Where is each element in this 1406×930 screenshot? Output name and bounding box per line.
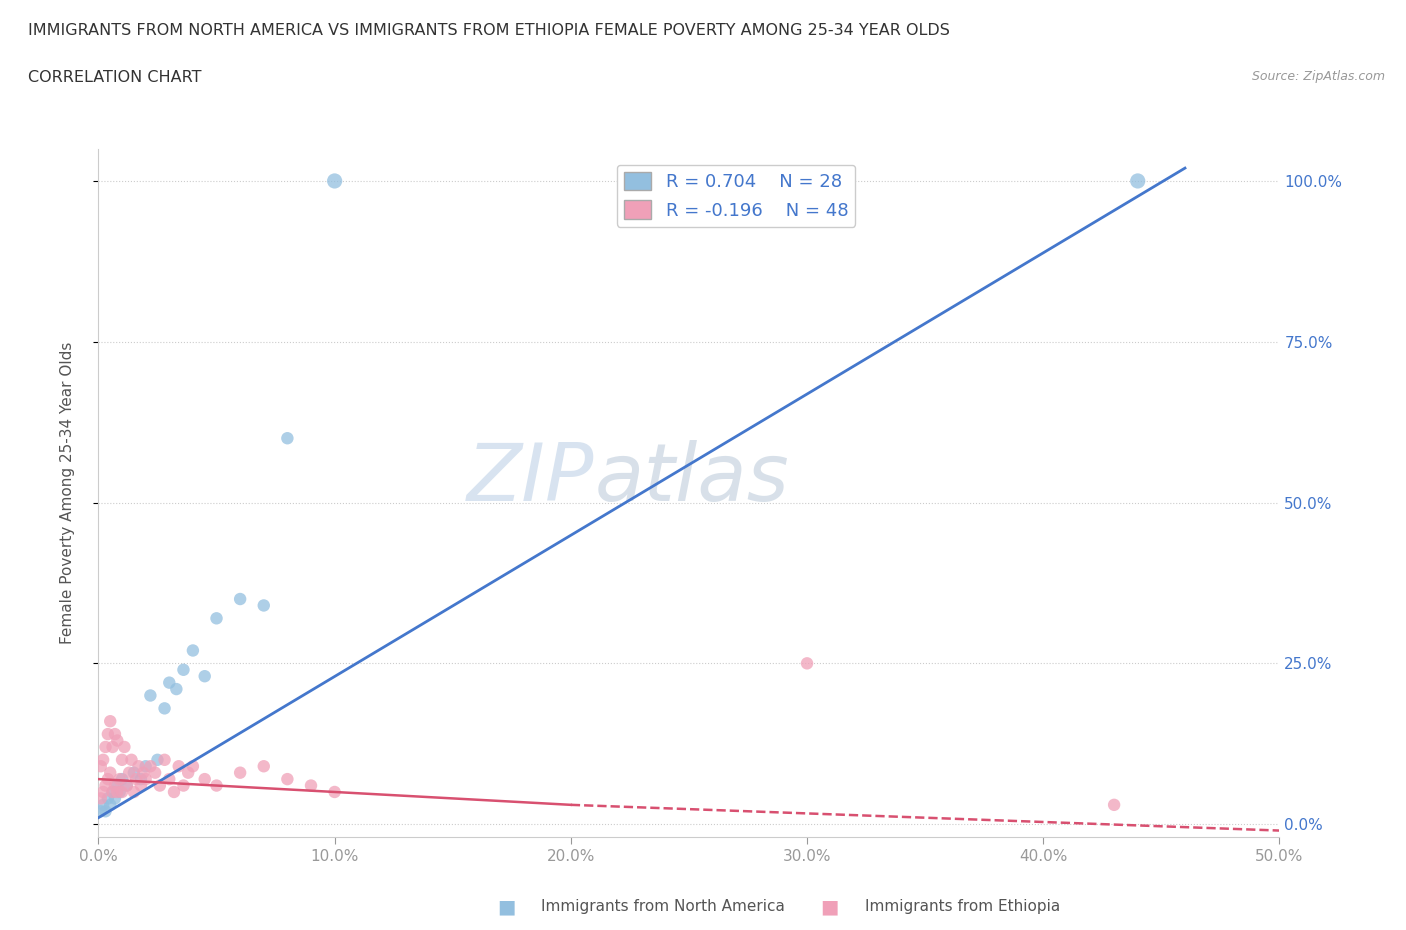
Point bbox=[181, 643, 204, 658]
Point bbox=[194, 669, 217, 684]
Point bbox=[108, 772, 131, 787]
Point bbox=[118, 765, 141, 780]
Point bbox=[115, 778, 138, 793]
Point bbox=[101, 785, 124, 800]
Point bbox=[165, 682, 187, 697]
Legend: R = 0.704    N = 28, R = -0.196    N = 48: R = 0.704 N = 28, R = -0.196 N = 48 bbox=[617, 165, 855, 227]
Y-axis label: Female Poverty Among 25-34 Year Olds: Female Poverty Among 25-34 Year Olds bbox=[60, 341, 75, 644]
Text: ■: ■ bbox=[820, 897, 839, 916]
Text: CORRELATION CHART: CORRELATION CHART bbox=[28, 70, 201, 85]
Point bbox=[94, 778, 117, 793]
Point bbox=[122, 785, 145, 800]
Point bbox=[299, 778, 322, 793]
Point bbox=[108, 785, 131, 800]
Point bbox=[122, 765, 145, 780]
Point bbox=[146, 752, 169, 767]
Point bbox=[128, 759, 150, 774]
Point bbox=[276, 431, 298, 445]
Point bbox=[121, 752, 143, 767]
Point bbox=[97, 772, 120, 787]
Point bbox=[111, 752, 134, 767]
Point bbox=[125, 772, 148, 787]
Point bbox=[111, 785, 134, 800]
Point bbox=[101, 739, 124, 754]
Point bbox=[229, 765, 252, 780]
Point bbox=[157, 772, 180, 787]
Point bbox=[98, 797, 121, 812]
Point bbox=[1102, 797, 1125, 812]
Point bbox=[98, 714, 121, 729]
Point bbox=[129, 778, 152, 793]
Point bbox=[111, 772, 134, 787]
Point bbox=[323, 174, 346, 189]
Point bbox=[104, 791, 127, 806]
Text: Immigrants from North America: Immigrants from North America bbox=[541, 899, 785, 914]
Point bbox=[149, 778, 172, 793]
Point bbox=[163, 785, 186, 800]
Point bbox=[112, 739, 135, 754]
Point bbox=[98, 765, 121, 780]
Point bbox=[91, 752, 114, 767]
Text: Source: ZipAtlas.com: Source: ZipAtlas.com bbox=[1251, 70, 1385, 83]
Point bbox=[229, 591, 252, 606]
Point bbox=[153, 752, 176, 767]
Text: Immigrants from Ethiopia: Immigrants from Ethiopia bbox=[865, 899, 1060, 914]
Point bbox=[194, 772, 217, 787]
Point bbox=[91, 797, 114, 812]
Point bbox=[105, 778, 128, 793]
Point bbox=[104, 726, 127, 741]
Point bbox=[253, 759, 276, 774]
Point bbox=[139, 759, 162, 774]
Point bbox=[105, 733, 128, 748]
Point bbox=[276, 772, 298, 787]
Point bbox=[115, 778, 138, 793]
Point bbox=[105, 785, 128, 800]
Point bbox=[97, 726, 120, 741]
Text: IMMIGRANTS FROM NORTH AMERICA VS IMMIGRANTS FROM ETHIOPIA FEMALE POVERTY AMONG 2: IMMIGRANTS FROM NORTH AMERICA VS IMMIGRA… bbox=[28, 23, 950, 38]
Point bbox=[129, 772, 152, 787]
Point bbox=[91, 785, 114, 800]
Point bbox=[157, 675, 180, 690]
Point bbox=[167, 759, 190, 774]
Point bbox=[143, 765, 166, 780]
Point bbox=[101, 785, 124, 800]
Point bbox=[97, 791, 120, 806]
Point bbox=[323, 785, 346, 800]
Point bbox=[153, 701, 176, 716]
Text: atlas: atlas bbox=[595, 440, 789, 518]
Point bbox=[132, 765, 155, 780]
Point bbox=[253, 598, 276, 613]
Point bbox=[90, 791, 112, 806]
Text: ZIP: ZIP bbox=[467, 440, 595, 518]
Point bbox=[172, 778, 194, 793]
Point bbox=[94, 804, 117, 818]
Point bbox=[139, 688, 162, 703]
Point bbox=[1126, 174, 1149, 189]
Point bbox=[135, 772, 157, 787]
Point bbox=[172, 662, 194, 677]
Point bbox=[205, 611, 228, 626]
Point bbox=[205, 778, 228, 793]
Point bbox=[796, 656, 818, 671]
Point bbox=[177, 765, 200, 780]
Point bbox=[104, 778, 127, 793]
Point bbox=[90, 759, 112, 774]
Point bbox=[94, 739, 117, 754]
Point bbox=[181, 759, 204, 774]
Point bbox=[90, 804, 112, 818]
Text: ■: ■ bbox=[496, 897, 516, 916]
Point bbox=[135, 759, 157, 774]
